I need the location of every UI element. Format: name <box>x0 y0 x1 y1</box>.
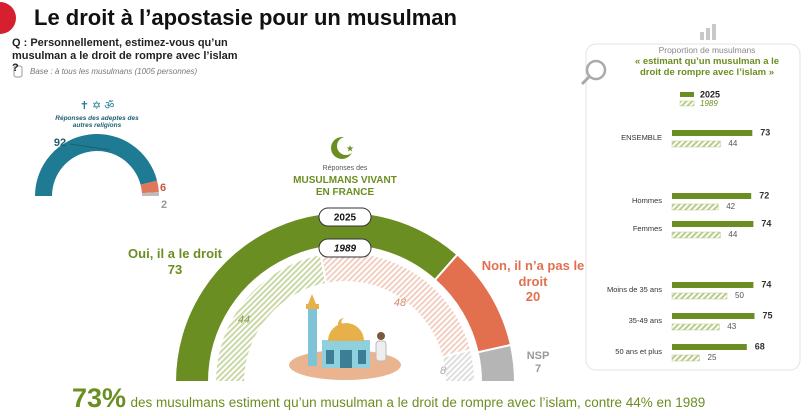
legend-swatch <box>680 92 694 97</box>
value-label: 48 <box>394 297 407 309</box>
bar <box>672 193 752 199</box>
value-label: 44 <box>238 314 250 326</box>
series-label: 2025 <box>334 213 357 224</box>
arc-segment <box>35 134 158 196</box>
bar <box>671 140 721 148</box>
legend-label: 2025 <box>700 89 720 99</box>
value-label: 68 <box>755 341 765 351</box>
small-chart-title: Réponses des adeptes des autres religion… <box>55 115 139 130</box>
category-label: Moins de 35 ans <box>607 285 662 294</box>
arc-segment <box>140 180 159 194</box>
value-label: 43 <box>727 322 736 331</box>
bar <box>671 292 728 300</box>
category-label: 50 ans et plus <box>615 347 662 356</box>
value-label: 20 <box>525 289 541 305</box>
value-label: 73 <box>760 127 770 137</box>
footer: 73% des musulmans estiment qu’un musulma… <box>72 383 705 414</box>
value-label: 92 <box>54 137 66 149</box>
footer-text: des musulmans estiment qu’un musulman a … <box>130 395 706 410</box>
main-chart-subtitle: MUSULMANS VIVANT EN FRANCE <box>293 175 397 198</box>
legend-label: 1989 <box>700 99 718 108</box>
value-label: 74 <box>761 218 771 228</box>
question: Q : Personnellement, estimez-vous qu’un … <box>12 37 238 75</box>
bar <box>671 203 719 211</box>
legend-swatch <box>679 100 695 107</box>
base-icon <box>13 65 23 78</box>
arc-segment <box>440 348 477 383</box>
leader-line <box>69 143 111 151</box>
category-label: Hommes <box>632 196 662 205</box>
bar-chart-subtitle: « estimant qu’un musulman a le droit de … <box>634 56 780 78</box>
bar <box>672 344 747 350</box>
value-label: 7 <box>534 363 542 376</box>
category-label: Femmes <box>633 224 662 233</box>
value-label: 6 <box>160 182 166 194</box>
title: Le droit à l’apostasie pour un musulman <box>34 5 457 30</box>
mosque-illustration <box>289 294 401 380</box>
footer-highlight: 73% <box>72 383 127 413</box>
category-group: Non, il n’a pas le droit 20 <box>478 258 588 305</box>
category-label: ENSEMBLE <box>621 133 662 142</box>
series-pill <box>318 207 372 227</box>
bar <box>671 354 700 362</box>
title-marker <box>0 2 16 34</box>
category-label: 35-49 ans <box>629 316 663 325</box>
category-label: Non, il n’a pas le droit <box>481 258 585 289</box>
arc-segment <box>141 192 159 196</box>
value-label: 75 <box>763 310 773 320</box>
value-label: 44 <box>728 139 737 148</box>
value-label: 74 <box>761 279 771 289</box>
category-label: Oui, il a le droit <box>128 246 222 261</box>
category-group: Oui, il a le droit 73 <box>110 246 240 277</box>
value-label: 8 <box>440 365 447 377</box>
panel-border <box>585 43 801 371</box>
main-chart-title: Réponses des <box>322 165 368 172</box>
bar <box>671 323 720 331</box>
svg-text:★: ★ <box>346 143 354 153</box>
value-label: 72 <box>759 190 769 200</box>
value-label: 42 <box>726 202 735 211</box>
value-label: 50 <box>735 291 744 300</box>
magnifier-icon <box>580 59 607 86</box>
category-group: NSP 7 <box>508 350 568 376</box>
series-pill <box>318 238 372 258</box>
bar <box>672 130 753 136</box>
base-note: Base : à tous les musulmans (1005 person… <box>30 67 198 76</box>
series-label: 1989 <box>334 244 357 255</box>
religion-icons: ✝ ✡ ॐ <box>80 99 115 112</box>
arc-segment <box>476 343 517 383</box>
bar <box>672 282 754 288</box>
crescent-icon: ★ <box>331 137 355 159</box>
category-label: NSP <box>526 350 550 362</box>
bar-chart-title: Proportion de musulmans <box>658 45 756 55</box>
value-label: 73 <box>167 261 183 277</box>
bar <box>672 221 754 227</box>
value-label: 25 <box>708 353 717 362</box>
bar <box>672 313 755 319</box>
value-label: 44 <box>728 230 737 239</box>
value-label: 2 <box>161 199 167 211</box>
bar <box>671 231 721 239</box>
chart-icon <box>700 24 716 40</box>
